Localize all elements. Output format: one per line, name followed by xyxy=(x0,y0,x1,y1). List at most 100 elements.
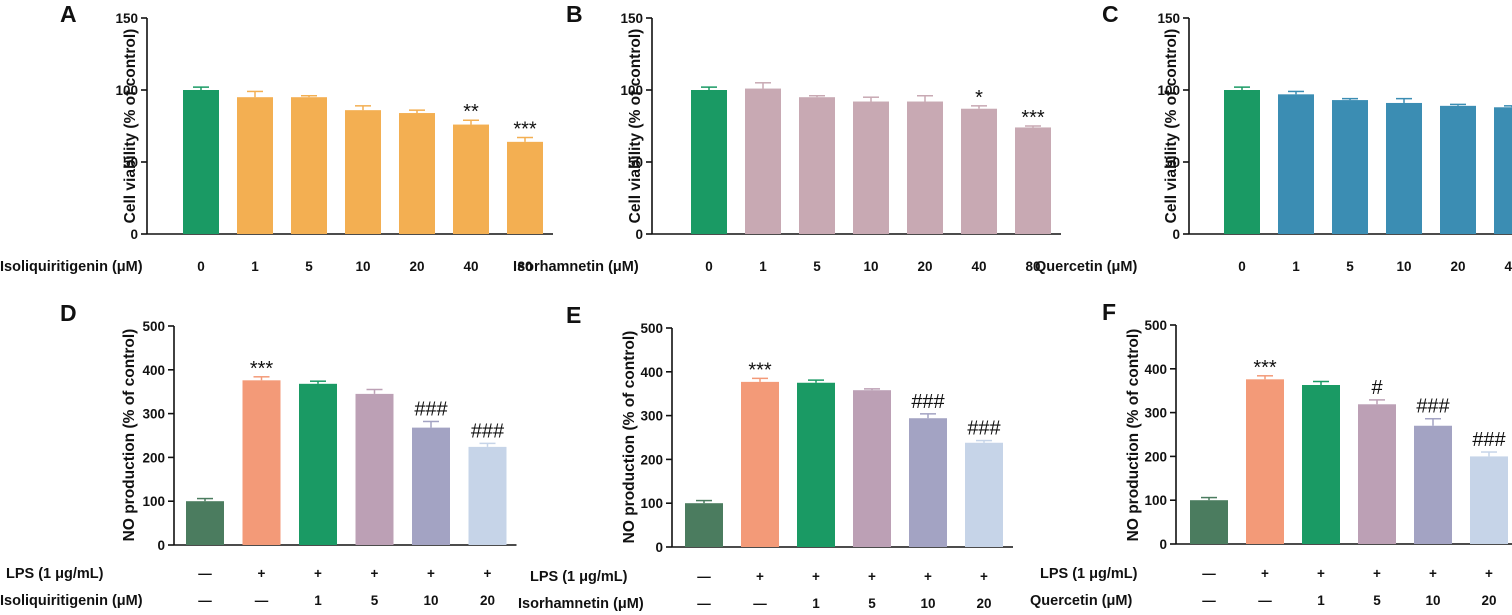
condition-row-label: Isorhamnetin (μM) xyxy=(518,596,644,612)
condition-cell: — xyxy=(1202,593,1216,608)
x-tick-label: 40 xyxy=(463,259,478,274)
y-tick-label: 200 xyxy=(640,452,663,467)
significance-label: *** xyxy=(748,359,772,381)
bar xyxy=(1332,100,1368,234)
y-tick-label: 400 xyxy=(142,363,165,378)
condition-row-label: Isoliquiritigenin (μM) xyxy=(0,593,143,609)
error-bar xyxy=(808,379,824,383)
x-tick-label: 10 xyxy=(863,259,878,274)
condition-cell: 20 xyxy=(480,593,495,608)
significance-label: ** xyxy=(463,101,479,123)
condition-cell: 5 xyxy=(868,596,876,611)
error-bar xyxy=(917,95,933,102)
y-tick-label: 0 xyxy=(130,227,138,242)
y-tick-label: 100 xyxy=(115,83,138,98)
error-bar xyxy=(1504,105,1512,108)
condition-cell: + xyxy=(371,566,379,581)
bar xyxy=(237,97,273,234)
bar xyxy=(685,503,723,547)
y-tick-label: 0 xyxy=(635,227,643,242)
error-bar xyxy=(463,119,479,125)
bar xyxy=(691,90,727,234)
y-tick-label: 100 xyxy=(640,496,663,511)
significance-label: # xyxy=(1371,377,1383,399)
error-bar xyxy=(1025,125,1041,128)
significance-label: *** xyxy=(1253,357,1277,379)
y-tick-label: 500 xyxy=(142,319,165,334)
condition-cell: 10 xyxy=(1425,593,1440,608)
error-bar xyxy=(701,86,717,90)
condition-cell: — xyxy=(697,569,711,584)
bar xyxy=(1224,90,1260,234)
y-tick-label: 300 xyxy=(640,409,663,424)
y-tick-label: 400 xyxy=(1144,362,1167,377)
bar xyxy=(1494,107,1512,234)
y-tick-label: 0 xyxy=(1172,227,1180,242)
error-bar xyxy=(1257,375,1273,380)
y-tick-label: 300 xyxy=(142,407,165,422)
condition-cell: + xyxy=(1485,566,1493,581)
error-bar xyxy=(755,82,771,89)
condition-cell: — xyxy=(1202,566,1216,581)
significance-label: ### xyxy=(911,391,945,413)
panel-d-no-isoliquiritigenin: D NO production (% of control) 0 100 200 300 4… xyxy=(0,300,517,609)
error-bar xyxy=(809,95,825,98)
y-axis-label: Cell viability (% of control) xyxy=(122,29,139,224)
x-tick-label: 0 xyxy=(705,259,713,274)
x-tick-label: 80 xyxy=(1025,259,1040,274)
bar xyxy=(399,113,435,234)
panel-label: B xyxy=(566,1,583,27)
bar xyxy=(745,88,781,234)
bar xyxy=(183,90,219,234)
error-bar xyxy=(517,136,533,142)
significance-label: *** xyxy=(1021,107,1045,129)
bar xyxy=(1246,379,1284,544)
bar xyxy=(853,101,889,235)
condition-cell: 5 xyxy=(1373,593,1381,608)
bar xyxy=(291,97,327,234)
condition-row-label: LPS (1 μg/mL) xyxy=(1040,566,1138,582)
condition-cell: — xyxy=(198,593,212,608)
error-bar xyxy=(479,442,496,447)
bar xyxy=(1358,404,1396,544)
condition-cell: + xyxy=(980,569,988,584)
condition-cell: + xyxy=(868,569,876,584)
error-bar xyxy=(1425,417,1441,426)
significance-label: ### xyxy=(414,398,448,420)
bar xyxy=(961,108,997,234)
condition-cell: 1 xyxy=(812,596,820,611)
bar xyxy=(909,418,947,547)
significance-label: ### xyxy=(471,420,505,442)
error-bar xyxy=(409,109,425,114)
error-bar xyxy=(247,90,263,98)
panel-e-no-isorhamnetin: E NO production (% of control) 0 100 200 300 4… xyxy=(518,302,1013,612)
y-tick-label: 100 xyxy=(1144,493,1167,508)
y-tick-label: 100 xyxy=(620,83,643,98)
panel-label: C xyxy=(1102,1,1119,27)
bar xyxy=(1414,425,1452,544)
significance-label: * xyxy=(975,87,983,109)
condition-cell: — xyxy=(198,566,212,581)
condition-row-label: Quercetin (μM) xyxy=(1030,593,1132,609)
condition-cell: + xyxy=(1373,566,1381,581)
condition-cell: + xyxy=(427,566,435,581)
y-tick-label: 50 xyxy=(1165,155,1180,170)
y-tick-label: 400 xyxy=(640,365,663,380)
panel-label: D xyxy=(60,300,77,326)
bar xyxy=(1440,105,1476,234)
bar xyxy=(453,124,489,234)
significance-label: ### xyxy=(1472,429,1506,451)
x-tick-label: 40 xyxy=(1504,259,1512,274)
y-tick-label: 150 xyxy=(1157,11,1180,26)
y-tick-label: 0 xyxy=(1159,537,1167,552)
x-tick-label: 1 xyxy=(251,259,259,274)
significance-label: ### xyxy=(1416,396,1450,418)
x-tick-label: 10 xyxy=(1396,259,1411,274)
condition-cell: — xyxy=(1258,593,1272,608)
y-axis-label: NO production (% of control) xyxy=(1125,329,1142,542)
condition-cell: + xyxy=(314,566,322,581)
condition-cell: — xyxy=(697,596,711,611)
x-axis-label: Quercetin (μM) xyxy=(1035,259,1137,275)
bar xyxy=(799,97,835,234)
